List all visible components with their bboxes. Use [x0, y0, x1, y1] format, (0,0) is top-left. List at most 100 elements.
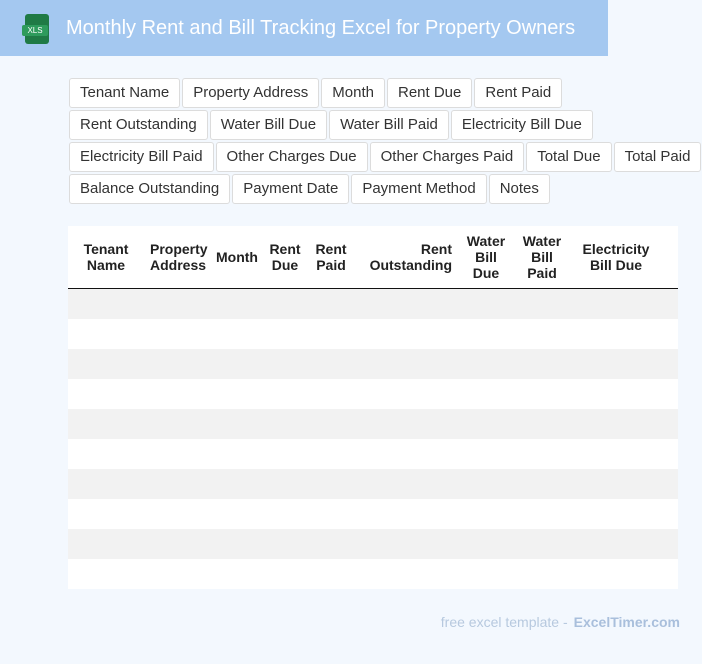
table-cell: [570, 469, 662, 499]
footer-site: ExcelTimer.com: [573, 614, 680, 630]
table-cell: [144, 349, 210, 379]
table-cell: [514, 379, 570, 409]
column-header: Rent Paid: [308, 226, 354, 289]
table-cell: [458, 499, 514, 529]
table-cell: [262, 409, 308, 439]
table-cell: [210, 529, 262, 559]
table-cell: [458, 349, 514, 379]
table-cell: [354, 288, 458, 319]
table-cell: [662, 499, 678, 529]
table-cell: [354, 319, 458, 349]
table-cell: [68, 469, 144, 499]
table-row: [68, 469, 678, 499]
table-cell: [262, 469, 308, 499]
table-cell: [662, 529, 678, 559]
column-header: Electricity Bill Due: [570, 226, 662, 289]
table-cell: [210, 469, 262, 499]
table-cell: [262, 439, 308, 469]
table-cell: [662, 409, 678, 439]
table-cell: [514, 288, 570, 319]
field-tag: Water Bill Paid: [329, 110, 449, 140]
table-cell: [68, 349, 144, 379]
table-cell: [308, 559, 354, 589]
table-cell: [354, 409, 458, 439]
table-cell: [68, 319, 144, 349]
table-cell: [210, 349, 262, 379]
table-cell: [570, 529, 662, 559]
table-cell: [308, 288, 354, 319]
table-cell: [570, 349, 662, 379]
table-cell: [68, 379, 144, 409]
table-cell: [354, 559, 458, 589]
table-cell: [68, 499, 144, 529]
table-cell: [68, 439, 144, 469]
field-tag: Other Charges Paid: [369, 142, 525, 172]
table-row: [68, 559, 678, 589]
table-cell: [570, 319, 662, 349]
table-cell: [514, 349, 570, 379]
table-cell: [308, 439, 354, 469]
field-tag: Total Paid: [613, 142, 702, 172]
table-row: [68, 319, 678, 349]
table-row: [68, 349, 678, 379]
table-cell: [68, 288, 144, 319]
field-tag: Payment Date: [232, 174, 350, 204]
table-cell: [458, 559, 514, 589]
table-cell: [514, 529, 570, 559]
table-cell: [662, 379, 678, 409]
table-row: [68, 409, 678, 439]
table-cell: [662, 288, 678, 319]
table-cell: [308, 409, 354, 439]
table-cell: [144, 319, 210, 349]
column-header: Water Bill Due: [458, 226, 514, 289]
table-cell: [308, 499, 354, 529]
table-cell: [262, 529, 308, 559]
table-row: [68, 529, 678, 559]
table-cell: [354, 439, 458, 469]
table-cell: [144, 499, 210, 529]
table-cell: [210, 409, 262, 439]
field-tag: Electricity Bill Due: [450, 110, 593, 140]
header-row: Tenant Name Property Address Month Rent Due…: [68, 226, 678, 289]
table-cell: [308, 379, 354, 409]
table-cell: [262, 288, 308, 319]
table-cell: [68, 529, 144, 559]
table-cell: [144, 379, 210, 409]
field-tag: Property Address: [182, 78, 320, 108]
field-tag: Rent Paid: [474, 78, 563, 108]
table-cell: [354, 349, 458, 379]
column-header: Electricity Bill Paid: [662, 226, 678, 289]
table-row: [68, 379, 678, 409]
table-cell: [570, 439, 662, 469]
table-cell: [570, 499, 662, 529]
table-wrap: Tenant Name Property Address Month Rent Due…: [68, 226, 678, 589]
table-cell: [308, 349, 354, 379]
table-cell: [458, 319, 514, 349]
table-cell: [570, 559, 662, 589]
column-header: Property Address: [144, 226, 210, 289]
table-cell: [308, 529, 354, 559]
table-cell: [458, 439, 514, 469]
table-cell: [210, 319, 262, 349]
table-cell: [262, 349, 308, 379]
column-header: Month: [210, 226, 262, 289]
table-cell: [458, 529, 514, 559]
column-header: Water Bill Paid: [514, 226, 570, 289]
header-bar: XLS Monthly Rent and Bill Tracking Excel…: [0, 0, 608, 56]
table-cell: [354, 379, 458, 409]
table-cell: [354, 499, 458, 529]
footer-text: free excel template -: [440, 614, 568, 630]
table-cell: [514, 499, 570, 529]
table-cell: [354, 529, 458, 559]
table-cell: [262, 379, 308, 409]
table-cell: [662, 319, 678, 349]
table-cell: [570, 409, 662, 439]
footer: free excel template - ExcelTimer.com: [441, 614, 680, 630]
table-cell: [144, 409, 210, 439]
table-cell: [514, 319, 570, 349]
table-cell: [210, 288, 262, 319]
column-header: Rent Outstanding: [354, 226, 458, 289]
table-cell: [144, 469, 210, 499]
table-cell: [262, 499, 308, 529]
table-cell: [514, 559, 570, 589]
